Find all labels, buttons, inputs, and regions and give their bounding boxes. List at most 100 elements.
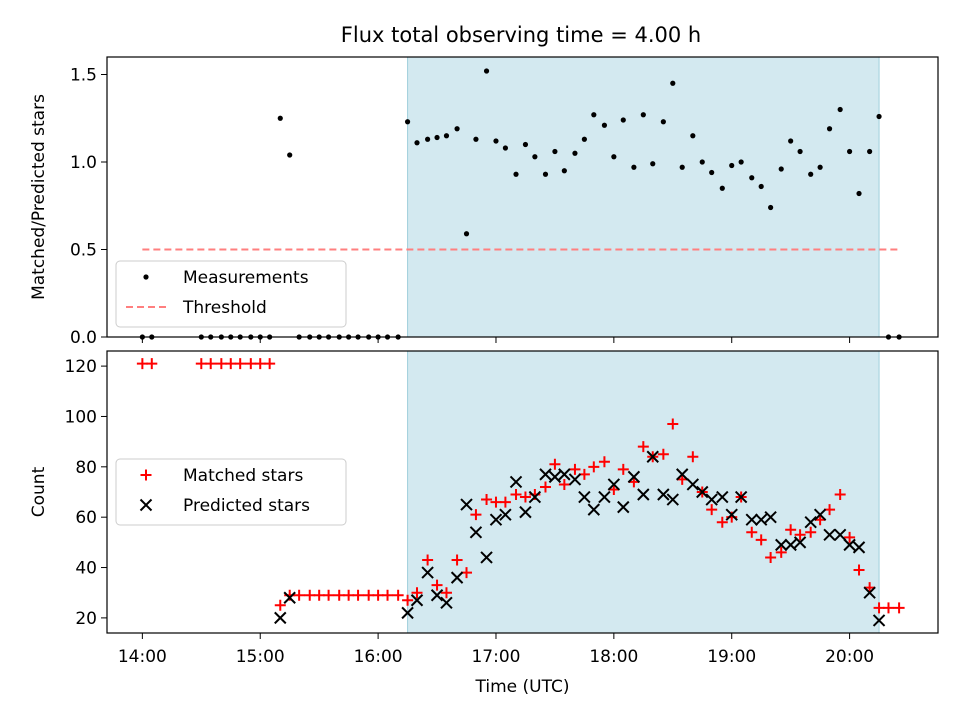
y-axis-label: Matched/Predicted stars — [29, 94, 49, 300]
data-point — [304, 589, 316, 601]
data-point — [876, 113, 882, 120]
data-point — [867, 148, 873, 155]
data-point — [755, 534, 767, 546]
data-point — [463, 231, 470, 237]
data-point — [637, 441, 649, 453]
data-point — [558, 478, 570, 490]
data-point — [863, 586, 876, 599]
data-point — [676, 468, 689, 481]
data-point — [502, 145, 509, 151]
data-point — [434, 134, 440, 141]
data-point — [451, 554, 463, 566]
data-point — [421, 566, 434, 579]
data-point — [882, 602, 894, 614]
data-point — [764, 510, 777, 524]
data-point — [716, 516, 728, 528]
y-tick-label: 40 — [75, 559, 97, 579]
data-point — [215, 358, 227, 370]
data-point — [775, 538, 788, 552]
data-point — [581, 136, 587, 142]
x-tick-label: 17:00 — [471, 647, 520, 667]
data-point — [617, 463, 629, 475]
data-point — [558, 468, 571, 481]
data-point — [480, 551, 493, 564]
data-point — [826, 126, 833, 132]
data-point — [768, 204, 774, 211]
data-point — [679, 164, 685, 170]
data-point — [611, 154, 617, 160]
data-point — [657, 448, 669, 460]
data-point — [788, 138, 794, 144]
data-point — [745, 513, 758, 526]
data-point — [136, 358, 148, 370]
data-point — [749, 175, 755, 181]
data-point — [522, 141, 529, 148]
data-point — [404, 119, 411, 125]
data-point — [591, 112, 597, 118]
data-point — [499, 496, 511, 508]
data-point — [414, 140, 420, 146]
data-point — [572, 150, 578, 156]
data-point — [607, 478, 621, 491]
data-point — [513, 171, 519, 177]
data-point — [817, 164, 823, 170]
y-axis-label: Count — [29, 466, 49, 517]
data-point — [532, 154, 538, 160]
data-point — [195, 358, 207, 370]
data-point — [844, 531, 856, 543]
data-point — [775, 546, 787, 558]
data-point — [637, 488, 650, 501]
data-point — [489, 513, 503, 526]
data-point — [823, 528, 836, 542]
data-point — [410, 594, 424, 607]
data-point — [738, 159, 744, 165]
data-point — [620, 117, 626, 123]
data-point — [519, 505, 532, 519]
y-tick-label: 0.0 — [70, 328, 97, 348]
data-point — [598, 456, 610, 468]
data-point — [853, 564, 865, 576]
x-tick-label: 15:00 — [236, 647, 285, 667]
data-point — [690, 133, 696, 139]
data-point — [352, 589, 364, 601]
data-point — [469, 526, 483, 539]
data-point — [283, 591, 296, 604]
data-point — [578, 490, 591, 504]
legend-box — [115, 260, 347, 328]
data-point — [650, 161, 656, 167]
data-point — [667, 418, 679, 430]
data-point — [254, 358, 266, 370]
legend-marker — [139, 498, 153, 512]
legend: Matched stars Predicted stars — [115, 458, 347, 526]
data-point — [460, 498, 473, 511]
legend-marker — [143, 274, 149, 280]
data-point — [785, 524, 797, 536]
data-point — [519, 491, 531, 503]
x-axis-label: Time (UTC) — [475, 677, 570, 697]
data-point — [804, 516, 817, 529]
data-point — [539, 481, 551, 493]
data-point — [372, 589, 384, 601]
data-point — [277, 115, 283, 121]
data-point — [499, 508, 512, 521]
legend: Measurements Threshold — [115, 260, 347, 328]
data-point — [856, 190, 862, 197]
y-tick-label: 80 — [75, 458, 97, 478]
data-point — [287, 152, 293, 158]
data-point — [705, 493, 718, 506]
data-point — [313, 589, 325, 601]
data-point — [716, 490, 729, 504]
data-point — [552, 148, 558, 155]
data-point — [561, 168, 567, 174]
data-point — [872, 614, 886, 627]
data-point — [784, 538, 797, 552]
data-point — [568, 473, 582, 486]
data-point — [601, 122, 608, 128]
x-tick-label: 20:00 — [825, 647, 874, 667]
data-point — [422, 554, 434, 566]
data-point — [234, 358, 246, 370]
observing-span — [407, 57, 880, 337]
data-point — [450, 571, 464, 584]
data-point — [425, 136, 431, 142]
data-point — [528, 490, 542, 504]
